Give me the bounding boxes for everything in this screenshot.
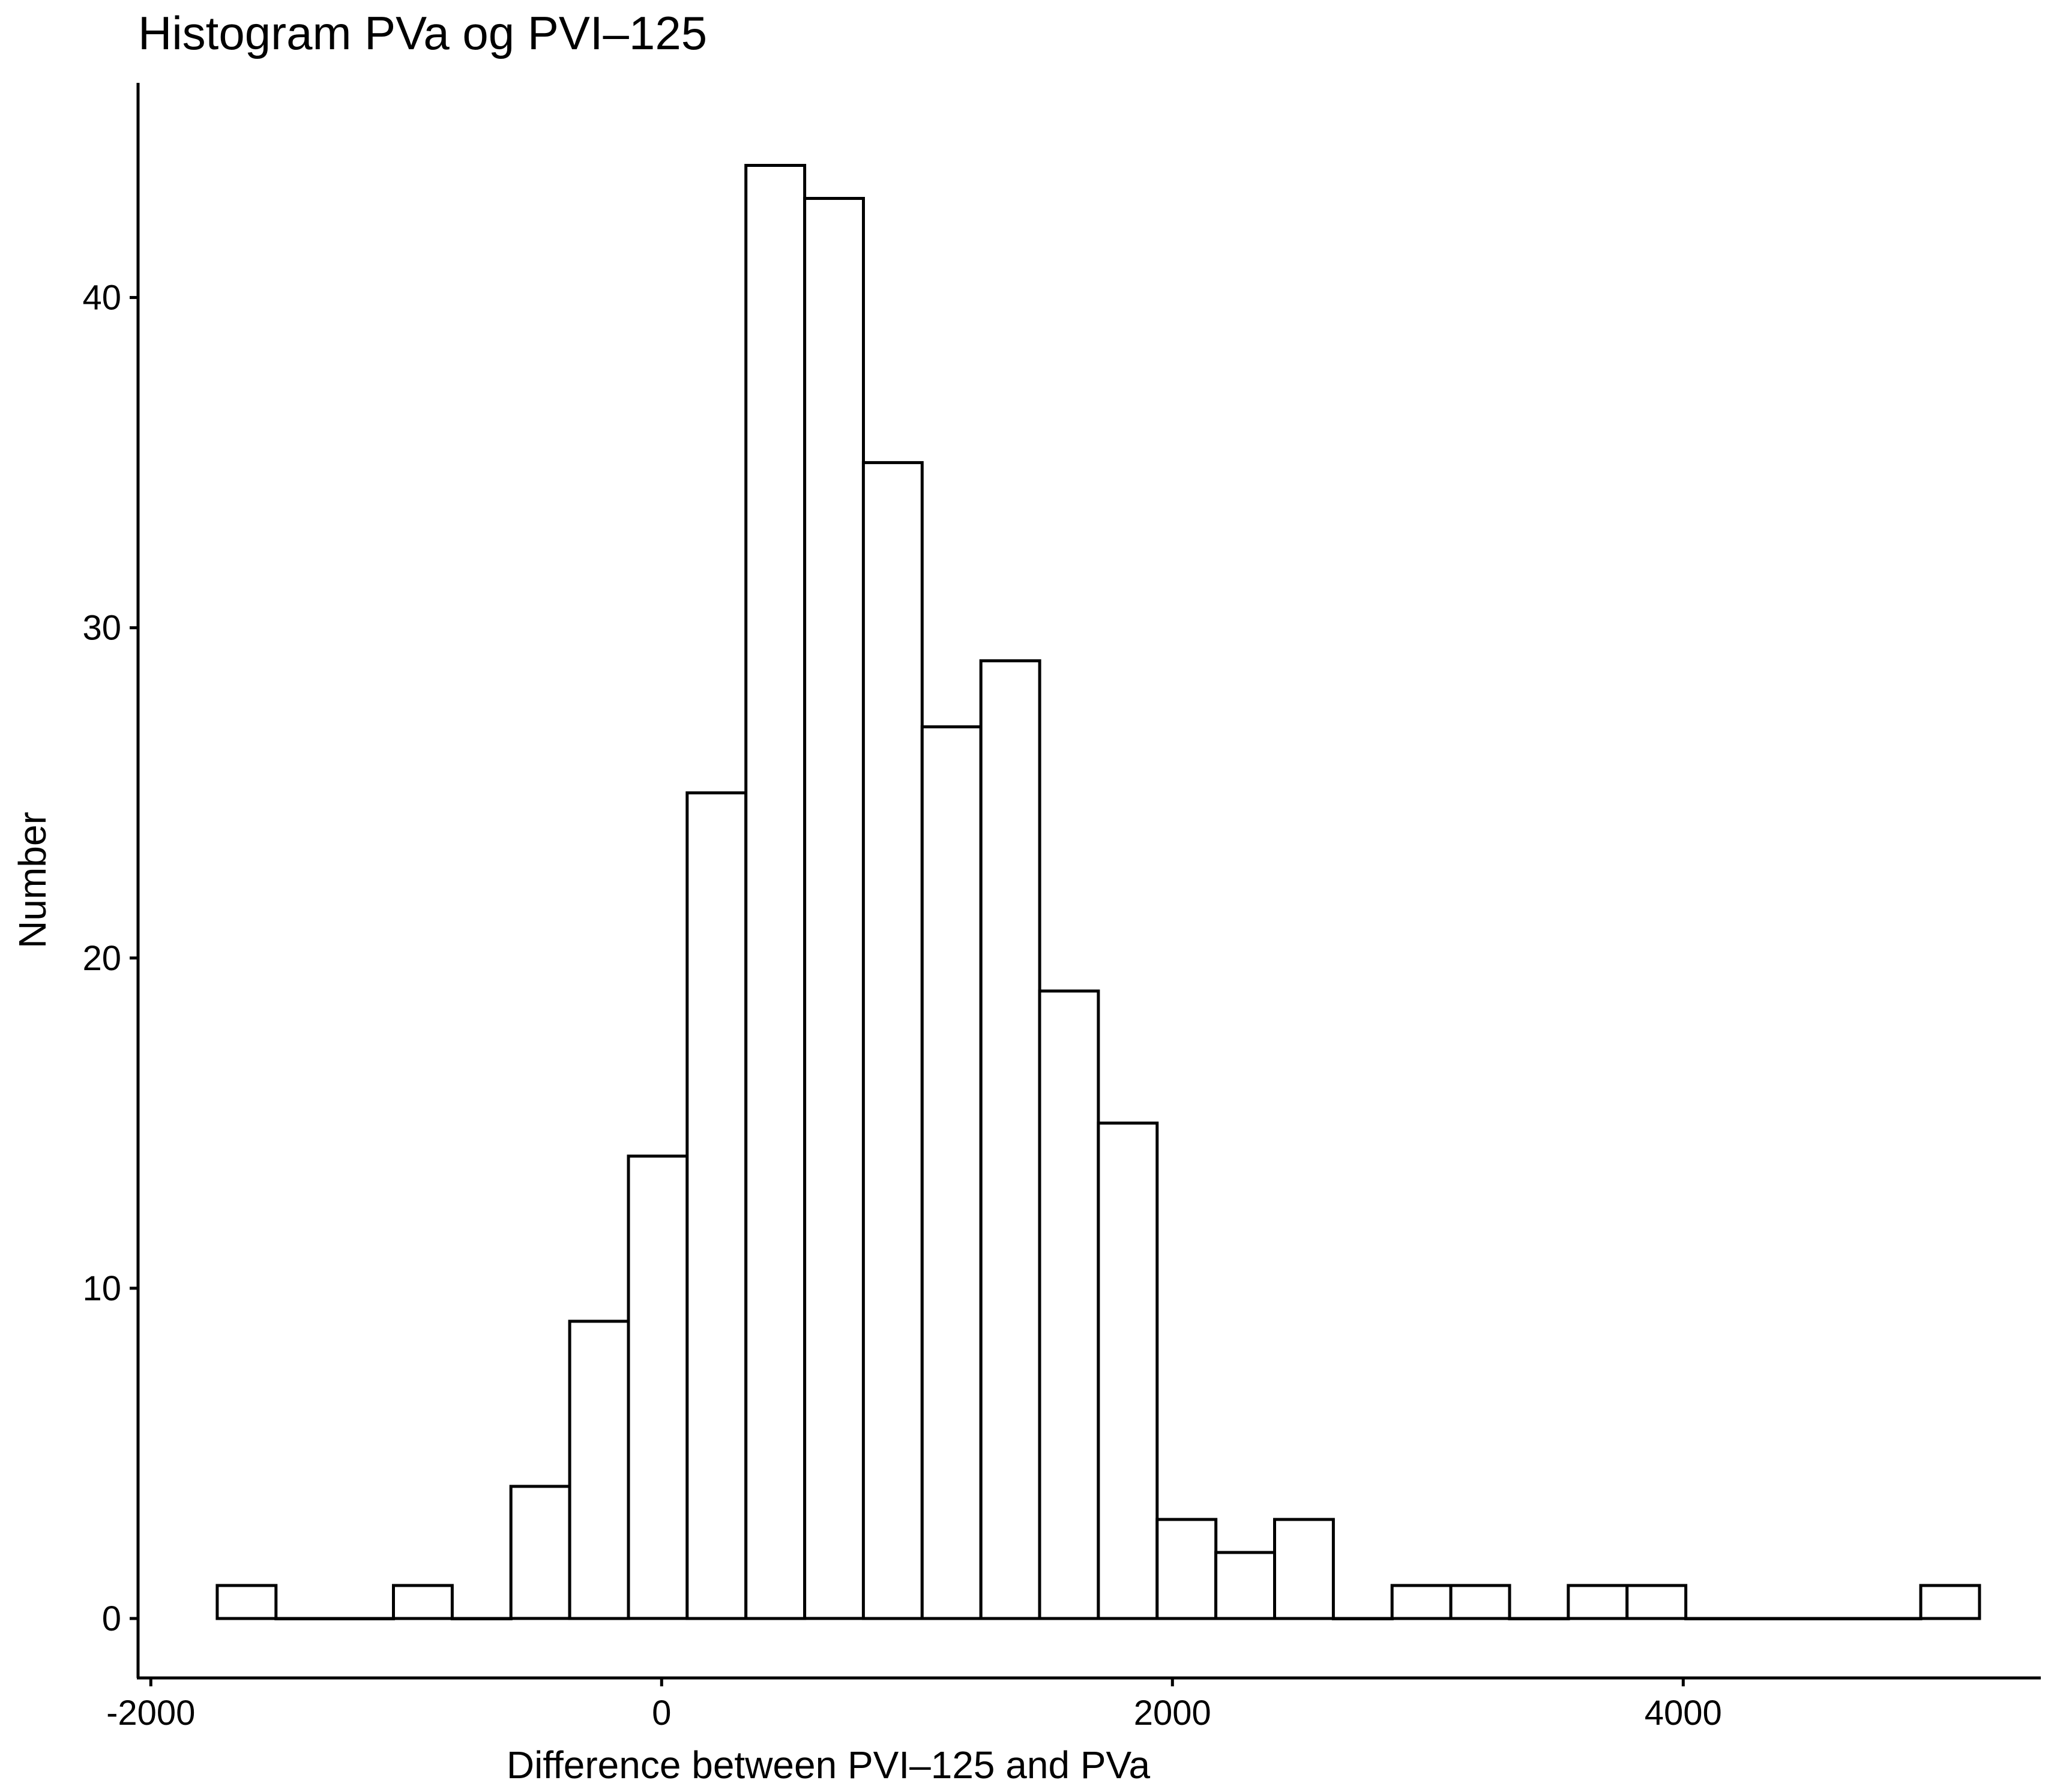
histogram-bar [1273, 1518, 1335, 1620]
chart-title: Histogram PVa og PVI–125 [138, 7, 707, 59]
histogram-bars [215, 164, 1981, 1620]
x-axis-label: Difference between PVI–125 and PVa [507, 1743, 1151, 1787]
x-tick-label: 4000 [1645, 1694, 1722, 1733]
histogram-bar [979, 659, 1041, 1620]
y-axis-ticks: 0 10 20 30 40 [82, 279, 138, 1638]
histogram-bar [744, 164, 807, 1620]
histogram-bar [509, 1485, 571, 1620]
x-tick-label: 0 [652, 1694, 671, 1733]
histogram-bar [861, 461, 924, 1620]
x-tick-label: -2000 [106, 1694, 195, 1733]
x-axis-ticks: -2000 0 2000 4000 [106, 1678, 1722, 1733]
y-tick-label: 0 [102, 1599, 121, 1638]
histogram-bar [1449, 1584, 1511, 1620]
y-tick-label: 20 [82, 939, 121, 978]
histogram-bar [1390, 1584, 1453, 1620]
x-tick-label: 2000 [1134, 1694, 1211, 1733]
histogram-bar [1919, 1584, 1981, 1620]
histogram-bar [568, 1320, 630, 1620]
histogram-bar [1155, 1518, 1218, 1620]
y-tick-label: 10 [82, 1269, 121, 1308]
histogram-bar [1567, 1584, 1629, 1620]
histogram-bar [803, 197, 865, 1620]
y-tick-label: 40 [82, 279, 121, 318]
histogram-bar [215, 1584, 278, 1620]
histogram-bar [1038, 989, 1100, 1620]
histogram-bar [685, 791, 748, 1620]
histogram-bar [627, 1154, 689, 1620]
y-tick-label: 30 [82, 609, 121, 648]
histogram-bar [920, 725, 983, 1620]
histogram-bar [392, 1584, 454, 1620]
histogram-bar [1097, 1121, 1159, 1620]
y-axis-label: Number [11, 812, 54, 949]
histogram-bar [1214, 1551, 1276, 1620]
histogram-bar [1625, 1584, 1688, 1620]
